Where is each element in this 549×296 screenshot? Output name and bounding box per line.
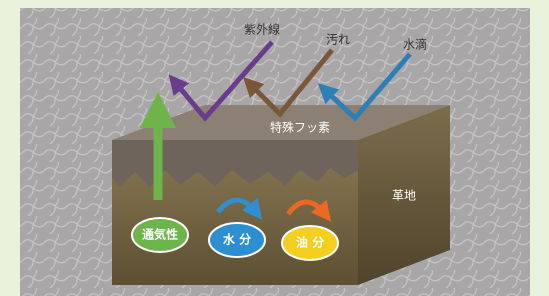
moisture-label: 水 分 — [223, 232, 251, 247]
illustration: 紫外線 汚れ 水滴 特殊フッ素 革地 通気性 水 分 油 分 — [0, 0, 549, 296]
breath-label: 通気性 — [142, 227, 178, 242]
oil-label: 油 分 — [296, 235, 324, 250]
water-label: 水滴 — [403, 37, 427, 52]
dirt-label: 汚れ — [326, 33, 350, 47]
coating-label: 特殊フッ素 — [270, 120, 330, 135]
uv-label: 紫外線 — [244, 22, 280, 37]
base-label: 革地 — [392, 189, 416, 203]
page: 紫外線 汚れ 水滴 特殊フッ素 革地 通気性 水 分 油 分 (() => { … — [0, 0, 549, 296]
